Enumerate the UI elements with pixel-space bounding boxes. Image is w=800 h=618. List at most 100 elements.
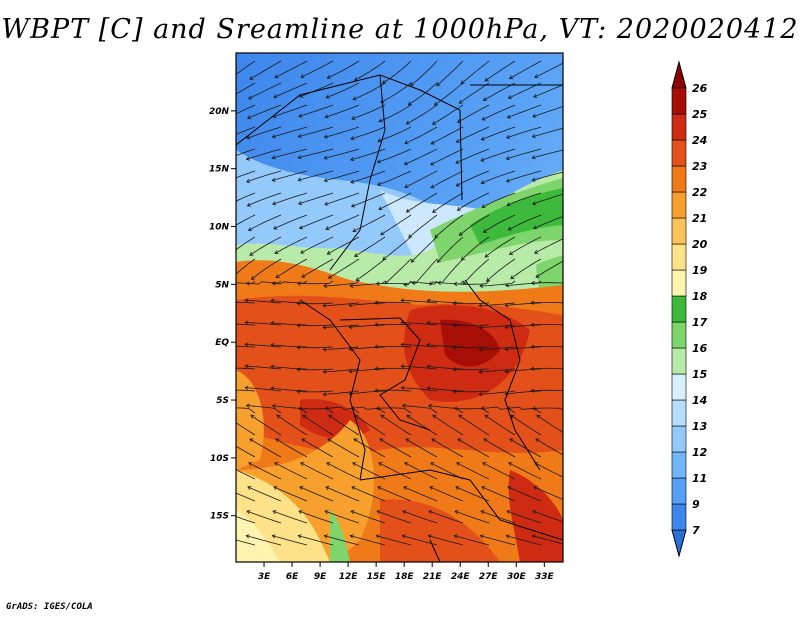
streamline bbox=[272, 104, 308, 118]
streamline bbox=[532, 105, 563, 118]
streamline bbox=[377, 148, 412, 163]
streamline bbox=[405, 438, 438, 458]
streamline bbox=[434, 82, 464, 106]
streamline bbox=[530, 346, 563, 348]
lon-tick-label: 12E bbox=[339, 572, 359, 582]
streamline bbox=[349, 346, 386, 350]
colorbar-label: 13 bbox=[692, 420, 708, 433]
streamline-arrow bbox=[480, 510, 485, 515]
streamline bbox=[452, 324, 490, 326]
streamline-arrow bbox=[226, 255, 230, 258]
streamline-arrow bbox=[376, 510, 381, 515]
streamline bbox=[296, 324, 334, 327]
streamline-arrow bbox=[483, 438, 488, 443]
streamline bbox=[380, 82, 412, 103]
country-borders bbox=[236, 74, 563, 562]
streamline-arrow bbox=[505, 156, 510, 161]
streamline bbox=[530, 367, 563, 370]
streamline bbox=[536, 414, 563, 433]
streamline-arrow bbox=[244, 385, 249, 391]
streamline-arrow bbox=[247, 486, 252, 491]
lon-tick-label: 9E bbox=[314, 572, 327, 582]
streamline bbox=[432, 414, 464, 436]
streamline-arrow bbox=[410, 82, 415, 86]
streamline-arrow bbox=[478, 391, 483, 397]
streamline bbox=[248, 82, 282, 100]
streamline-arrow bbox=[275, 438, 280, 443]
streamline-arrow bbox=[250, 414, 255, 419]
streamline bbox=[457, 104, 490, 123]
streamline bbox=[236, 258, 256, 275]
streamline-arrow bbox=[325, 94, 330, 99]
streamline bbox=[508, 214, 542, 231]
streamline-arrow bbox=[275, 274, 280, 279]
streamline-arrow bbox=[324, 510, 329, 515]
streamline-arrow bbox=[400, 342, 405, 347]
streamline-arrow bbox=[429, 281, 434, 286]
streamline bbox=[272, 170, 308, 181]
colorbar-label: 14 bbox=[692, 394, 707, 407]
streamline bbox=[479, 324, 516, 328]
streamline bbox=[275, 438, 308, 458]
streamline-arrow bbox=[401, 403, 406, 408]
streamline-arrow bbox=[534, 74, 539, 78]
streamline-arrow bbox=[354, 253, 359, 257]
streamline-arrow bbox=[530, 344, 535, 349]
streamline-arrow bbox=[507, 95, 512, 99]
streamline-arrow bbox=[249, 76, 254, 80]
streamline bbox=[427, 300, 464, 304]
colorbar-box bbox=[671, 165, 687, 193]
streamline-arrow bbox=[403, 486, 408, 491]
streamline-arrow bbox=[328, 414, 333, 419]
streamline-arrow bbox=[480, 136, 485, 141]
streamline-arrow bbox=[271, 155, 276, 160]
lon-tick-label: 18E bbox=[395, 572, 415, 582]
streamline bbox=[378, 462, 412, 480]
colorbar-label: 12 bbox=[692, 446, 708, 459]
streamline-arrow bbox=[431, 120, 437, 125]
streamline-arrow bbox=[430, 462, 435, 467]
streamline bbox=[434, 214, 464, 238]
streamline-arrow bbox=[273, 486, 278, 491]
streamline bbox=[352, 462, 386, 480]
streamline-arrow bbox=[374, 388, 379, 393]
streamline bbox=[509, 438, 542, 458]
streamline-arrow bbox=[479, 534, 484, 539]
streamline-arrow bbox=[535, 438, 540, 443]
streamline-arrow bbox=[454, 510, 459, 515]
streamline bbox=[324, 104, 360, 118]
streamline bbox=[245, 322, 282, 326]
streamline-arrow bbox=[274, 250, 279, 254]
streamline bbox=[355, 258, 386, 282]
streamline bbox=[323, 302, 360, 307]
streamline bbox=[506, 170, 542, 182]
streamline-arrow bbox=[507, 486, 512, 491]
colorbar-label: 24 bbox=[692, 134, 707, 147]
streamline-arrow bbox=[408, 233, 413, 238]
streamline-arrow bbox=[350, 179, 355, 184]
streamline-arrow bbox=[530, 388, 535, 393]
streamline bbox=[436, 60, 464, 86]
streamline bbox=[272, 148, 308, 159]
streamline-arrow bbox=[533, 93, 538, 98]
colorbar-label: 9 bbox=[692, 498, 700, 511]
streamline-arrow bbox=[245, 403, 250, 408]
streamline bbox=[481, 126, 516, 141]
streamline-arrow bbox=[274, 462, 279, 467]
streamline-arrow bbox=[378, 462, 383, 467]
streamline-arrow bbox=[436, 258, 441, 263]
streamline bbox=[274, 60, 308, 78]
streamline bbox=[327, 236, 360, 255]
streamline-arrow bbox=[244, 320, 249, 325]
streamline bbox=[296, 302, 334, 305]
streamline-arrow bbox=[322, 392, 327, 397]
colorbar-box bbox=[671, 87, 687, 115]
streamline-arrow bbox=[433, 101, 439, 106]
streamline bbox=[452, 390, 490, 393]
streamline bbox=[406, 414, 438, 436]
streamline bbox=[479, 280, 516, 287]
streamline-arrow bbox=[533, 486, 538, 491]
streamline bbox=[328, 414, 360, 436]
streamline-arrow bbox=[532, 113, 537, 118]
